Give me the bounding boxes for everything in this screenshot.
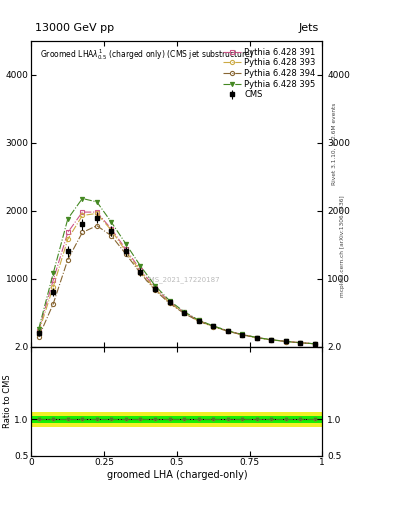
Pythia 6.428 395 (182, 309, 187, 315)
Text: Groomed LHA$\lambda^{1}_{0.5}$ (charged only) (CMS jet substructure): Groomed LHA$\lambda^{1}_{0.5}$ (charged … (40, 47, 254, 62)
Pythia 6.428 393 (37, 329, 41, 335)
Pythia 6.428 391 (109, 226, 114, 232)
Pythia 6.428 395 (240, 331, 244, 337)
Pythia 6.428 394 (240, 332, 244, 338)
Pythia 6.428 393 (80, 212, 85, 219)
Line: Pythia 6.428 391: Pythia 6.428 391 (37, 210, 317, 346)
Y-axis label: $\frac{1}{\mathrm{d}N}\,/\,\mathrm{d}p_\mathrm{T}\,\mathrm{d}\lambda$: $\frac{1}{\mathrm{d}N}\,/\,\mathrm{d}p_\… (0, 173, 3, 215)
Line: Pythia 6.428 394: Pythia 6.428 394 (37, 224, 317, 346)
Pythia 6.428 394 (298, 340, 303, 346)
Pythia 6.428 393 (269, 337, 274, 343)
Text: CMS_2021_17220187: CMS_2021_17220187 (145, 276, 220, 283)
Pythia 6.428 393 (298, 340, 303, 346)
Y-axis label: Ratio to CMS: Ratio to CMS (2, 374, 11, 428)
Pythia 6.428 391 (80, 209, 85, 215)
Pythia 6.428 391 (65, 229, 70, 236)
Pythia 6.428 394 (211, 324, 215, 330)
Pythia 6.428 393 (167, 300, 172, 306)
Pythia 6.428 395 (65, 216, 70, 222)
Pythia 6.428 391 (240, 331, 244, 337)
Pythia 6.428 394 (196, 318, 201, 324)
Pythia 6.428 394 (284, 338, 288, 345)
Pythia 6.428 391 (182, 309, 187, 315)
Pythia 6.428 393 (255, 335, 259, 341)
Pythia 6.428 391 (138, 267, 143, 273)
Pythia 6.428 394 (124, 251, 129, 257)
Pythia 6.428 394 (255, 335, 259, 341)
Pythia 6.428 395 (313, 340, 318, 347)
Pythia 6.428 391 (167, 299, 172, 305)
Pythia 6.428 391 (255, 334, 259, 340)
Pythia 6.428 395 (109, 219, 114, 225)
Pythia 6.428 391 (95, 209, 99, 215)
Pythia 6.428 391 (152, 285, 157, 291)
Pythia 6.428 395 (167, 297, 172, 304)
Pythia 6.428 391 (226, 328, 230, 334)
Pythia 6.428 394 (152, 287, 157, 293)
Pythia 6.428 393 (196, 318, 201, 324)
Pythia 6.428 391 (269, 336, 274, 343)
Text: Jets: Jets (298, 23, 318, 33)
Pythia 6.428 391 (196, 317, 201, 324)
Pythia 6.428 394 (167, 301, 172, 307)
Pythia 6.428 391 (313, 340, 318, 347)
Pythia 6.428 393 (65, 236, 70, 242)
Pythia 6.428 395 (284, 338, 288, 345)
Pythia 6.428 395 (51, 270, 56, 276)
Text: Rivet 3.1.10, ≥ 2.6M events: Rivet 3.1.10, ≥ 2.6M events (332, 102, 337, 184)
Pythia 6.428 394 (109, 233, 114, 239)
Pythia 6.428 394 (80, 229, 85, 236)
Pythia 6.428 393 (226, 328, 230, 334)
Pythia 6.428 393 (313, 341, 318, 347)
Pythia 6.428 395 (138, 263, 143, 269)
Pythia 6.428 391 (298, 339, 303, 346)
Pythia 6.428 395 (211, 323, 215, 329)
Pythia 6.428 391 (284, 338, 288, 345)
Legend: Pythia 6.428 391, Pythia 6.428 393, Pythia 6.428 394, Pythia 6.428 395, CMS: Pythia 6.428 391, Pythia 6.428 393, Pyth… (220, 45, 318, 102)
Pythia 6.428 394 (95, 223, 99, 229)
Pythia 6.428 391 (37, 328, 41, 334)
Pythia 6.428 395 (152, 283, 157, 289)
Pythia 6.428 395 (298, 339, 303, 346)
Pythia 6.428 393 (124, 248, 129, 254)
Pythia 6.428 393 (95, 210, 99, 217)
Line: Pythia 6.428 395: Pythia 6.428 395 (37, 197, 317, 346)
Pythia 6.428 395 (37, 326, 41, 332)
Pythia 6.428 395 (226, 328, 230, 334)
Pythia 6.428 394 (65, 257, 70, 263)
Line: Pythia 6.428 393: Pythia 6.428 393 (37, 211, 317, 346)
Pythia 6.428 393 (138, 268, 143, 274)
Pythia 6.428 394 (37, 334, 41, 340)
Pythia 6.428 393 (211, 324, 215, 330)
Pythia 6.428 395 (255, 334, 259, 340)
Pythia 6.428 393 (152, 286, 157, 292)
Pythia 6.428 395 (124, 241, 129, 247)
Pythia 6.428 393 (109, 227, 114, 233)
Text: 13000 GeV pp: 13000 GeV pp (35, 23, 114, 33)
Pythia 6.428 391 (51, 277, 56, 283)
Pythia 6.428 394 (269, 337, 274, 343)
Pythia 6.428 394 (226, 328, 230, 334)
Pythia 6.428 394 (138, 270, 143, 276)
Pythia 6.428 395 (80, 196, 85, 202)
Pythia 6.428 391 (211, 323, 215, 329)
Pythia 6.428 393 (284, 338, 288, 345)
Pythia 6.428 395 (269, 336, 274, 343)
Pythia 6.428 393 (240, 332, 244, 338)
Pythia 6.428 394 (313, 341, 318, 347)
Pythia 6.428 391 (124, 246, 129, 252)
Pythia 6.428 394 (182, 310, 187, 316)
Pythia 6.428 395 (95, 199, 99, 205)
Pythia 6.428 393 (182, 310, 187, 316)
Text: mcplots.cern.ch [arXiv:1306.3436]: mcplots.cern.ch [arXiv:1306.3436] (340, 195, 345, 296)
X-axis label: groomed LHA (charged-only): groomed LHA (charged-only) (107, 470, 247, 480)
Pythia 6.428 395 (196, 317, 201, 323)
Pythia 6.428 394 (51, 301, 56, 307)
Pythia 6.428 393 (51, 284, 56, 290)
